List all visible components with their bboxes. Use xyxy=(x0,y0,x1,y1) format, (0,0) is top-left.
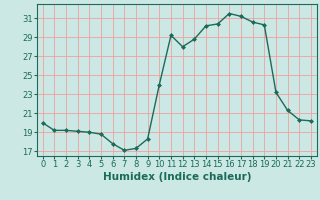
X-axis label: Humidex (Indice chaleur): Humidex (Indice chaleur) xyxy=(102,172,251,182)
